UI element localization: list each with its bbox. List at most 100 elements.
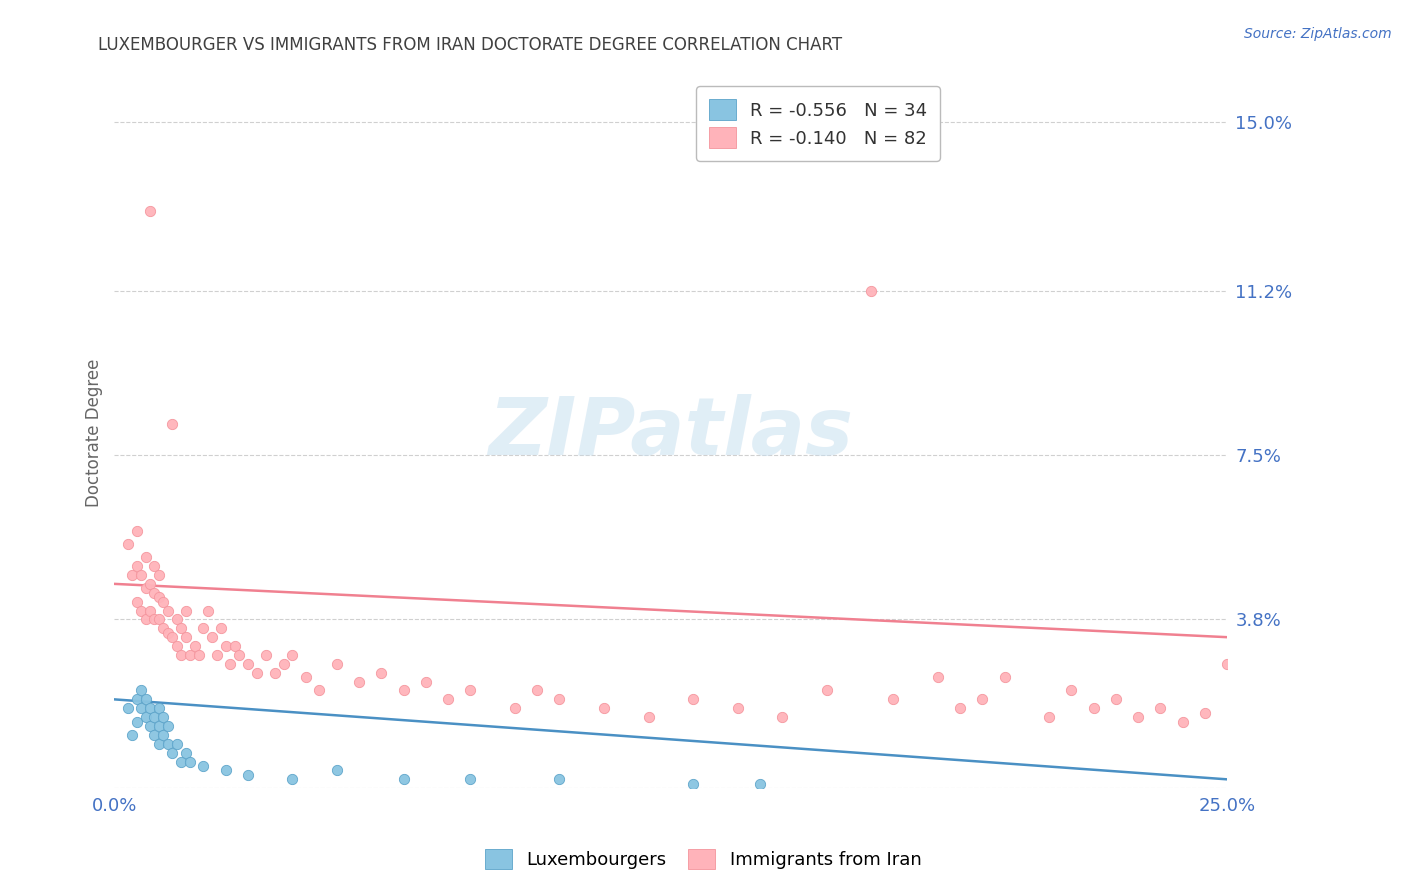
Point (682, 777, 704, 791)
Point (170, 621, 193, 635)
Point (770, 710, 793, 724)
Point (1083, 701, 1105, 715)
Point (183, 639, 205, 653)
Point (174, 603, 197, 617)
Point (228, 648, 250, 662)
Point (927, 670, 949, 684)
Point (125, 692, 148, 706)
Point (135, 550, 157, 565)
Point (197, 603, 219, 617)
Point (219, 657, 242, 671)
Point (148, 612, 170, 626)
Point (254, 648, 277, 662)
Point (326, 764, 349, 778)
Text: LUXEMBOURGER VS IMMIGRANTS FROM IRAN DOCTORATE DEGREE CORRELATION CHART: LUXEMBOURGER VS IMMIGRANTS FROM IRAN DOC… (98, 36, 842, 54)
Point (281, 772, 304, 787)
Point (193, 759, 215, 773)
Point (162, 417, 184, 431)
Point (236, 657, 259, 671)
Legend: Luxembourgers, Immigrants from Iran: Luxembourgers, Immigrants from Iran (475, 839, 931, 879)
Point (152, 621, 174, 635)
Point (129, 568, 152, 582)
Point (727, 701, 749, 715)
Point (139, 603, 162, 617)
Point (139, 577, 162, 591)
Point (156, 719, 179, 733)
Point (949, 701, 972, 715)
Point (148, 737, 170, 751)
Point (143, 612, 166, 626)
Point (139, 719, 162, 733)
Point (139, 701, 162, 715)
Point (503, 701, 526, 715)
Point (205, 648, 228, 662)
Legend: R = -0.556   N = 34, R = -0.140   N = 82: R = -0.556 N = 34, R = -0.140 N = 82 (696, 87, 941, 161)
Point (246, 665, 269, 680)
Point (174, 746, 197, 760)
Point (209, 621, 232, 635)
Point (815, 683, 838, 698)
Point (1149, 701, 1171, 715)
Point (148, 568, 170, 582)
Point (273, 657, 295, 671)
Point (308, 683, 330, 698)
Point (129, 701, 152, 715)
Point (143, 586, 166, 600)
Text: ZIPatlas: ZIPatlas (488, 394, 853, 472)
Point (117, 701, 139, 715)
Point (143, 559, 166, 574)
Point (148, 591, 170, 605)
Point (548, 692, 571, 706)
Point (347, 674, 370, 689)
Point (993, 670, 1015, 684)
Point (370, 665, 392, 680)
Point (281, 648, 304, 662)
Point (1216, 657, 1239, 671)
Point (1105, 692, 1128, 706)
Point (125, 524, 148, 538)
Point (748, 777, 770, 791)
Point (415, 674, 437, 689)
Point (1038, 710, 1060, 724)
Point (179, 648, 201, 662)
Point (1194, 706, 1216, 720)
Point (135, 612, 157, 626)
Point (392, 772, 415, 787)
Point (263, 665, 285, 680)
Point (326, 657, 349, 671)
Y-axis label: Doctorate Degree: Doctorate Degree (86, 359, 103, 507)
Point (143, 728, 166, 742)
Point (188, 648, 211, 662)
Point (156, 737, 179, 751)
Point (143, 710, 166, 724)
Point (135, 692, 157, 706)
Point (860, 284, 883, 298)
Point (129, 683, 152, 698)
Point (148, 701, 170, 715)
Point (637, 710, 659, 724)
Point (1060, 683, 1083, 698)
Point (135, 582, 157, 596)
Point (294, 670, 316, 684)
Text: Source: ZipAtlas.com: Source: ZipAtlas.com (1244, 27, 1392, 41)
Point (1126, 710, 1149, 724)
Point (460, 683, 482, 698)
Point (179, 755, 201, 769)
Point (166, 612, 188, 626)
Point (526, 683, 548, 698)
Point (392, 683, 415, 698)
Point (593, 701, 616, 715)
Point (166, 639, 188, 653)
Point (139, 203, 162, 218)
Point (682, 692, 704, 706)
Point (166, 737, 188, 751)
Point (972, 692, 994, 706)
Point (460, 772, 482, 787)
Point (548, 772, 571, 787)
Point (156, 603, 179, 617)
Point (162, 630, 184, 644)
Point (129, 603, 152, 617)
Point (215, 639, 238, 653)
Point (201, 630, 224, 644)
Point (1171, 714, 1194, 729)
